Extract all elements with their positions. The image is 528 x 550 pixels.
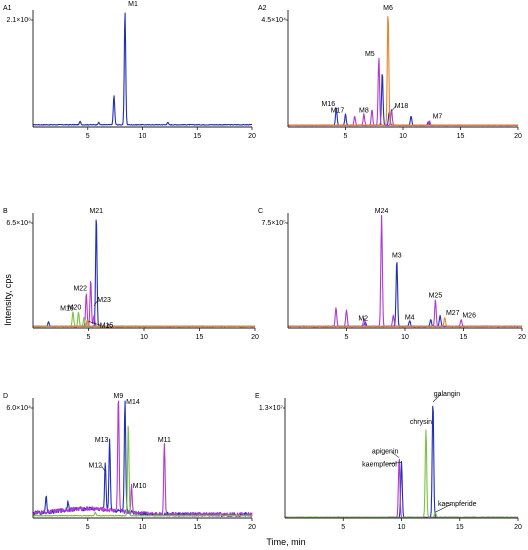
panel-label: E [255,393,260,400]
peak-label: M22 [73,286,87,293]
peak-label: M9 [114,393,124,400]
peak-label: M18 [395,103,409,110]
y-max-label: 6.5×10⁴ [6,220,31,227]
series-line-orange [287,15,519,127]
peak-label: M14 [126,399,140,406]
peak-label: M16 [321,101,335,108]
x-tick-label: 20 [514,524,522,531]
series-line-purple [287,57,519,127]
peak-label: M1 [128,1,138,8]
peak-label: M2 [358,316,368,323]
series-line-blue [32,400,253,518]
x-tick-label: 10 [139,524,147,531]
y-max-label: 4.5×10⁴ [261,17,286,24]
panel-label: C [258,208,263,215]
peak-label: M13 [95,437,109,444]
annotation-leader [391,105,396,112]
annotation-leader [101,465,106,472]
peak-label: M27 [446,310,460,317]
x-tick-label: 20 [518,334,526,341]
y-max-label: 7.5×10⁵ [261,220,286,227]
series-line-orange [32,319,256,328]
y-max-label: 2.1×10⁶ [7,17,32,24]
peak-label: M6 [383,5,393,12]
y-max-label: 1.3×10⁷ [259,405,284,412]
peak-label: M26 [462,312,476,319]
peak-label: M20 [68,305,82,312]
x-tick-label: 5 [87,334,91,341]
peak-label: M17 [331,108,345,115]
peak-label: M4 [405,314,415,321]
peak-label: apigenin [372,449,399,456]
peak-label: M3 [392,252,402,259]
x-tick-label: 10 [139,133,147,140]
x-tick-label: 10 [398,524,406,531]
panel-a1: 5 10 15 20 A1 2.1×10⁶ M1 [3,1,256,140]
annotation-leader [432,393,442,403]
x-tick-label: 15 [193,524,201,531]
y-max-label: 6.0×10⁴ [6,405,31,412]
panel-c: 5 10 15 20 C 7.5×10⁵ M24 M3 M2 M4 M25 M27 M26 [258,208,526,341]
panel-label: A1 [3,5,12,12]
peak-label: M25 [429,292,443,299]
y-axis-title: Intensity, cps [3,274,13,326]
peak-label: M12 [88,463,102,470]
series-line-green [32,311,256,328]
annotation-leader [88,321,101,326]
panel-e: 5 10 15 20 E 1.3×10⁷ galangin chrysin apigenin ka… [255,391,522,531]
x-tick-label: 10 [140,334,148,341]
series-line-purple [287,214,523,328]
series-line-blue [32,12,253,126]
peak-label: M24 [375,208,389,215]
peak-label: kaempferide [438,501,477,508]
x-tick-label: 15 [196,334,204,341]
peak-label: M11 [158,437,171,444]
x-axis-title: Time, min [266,537,305,547]
annotation-leader [435,503,452,513]
x-tick-label: 5 [86,524,90,531]
peak-label: M5 [365,51,375,58]
annotation-leader [390,451,400,458]
annotation-leader [385,462,402,465]
peak-label: M15 [100,322,114,329]
x-tick-label: 15 [460,334,468,341]
x-tick-label: 10 [401,334,409,341]
panel-label: D [3,393,8,400]
peak-label: chrysin [410,419,432,426]
x-tick-label: 15 [457,133,465,140]
x-tick-label: 20 [248,524,256,531]
x-tick-label: 20 [248,133,256,140]
series-line-purple [32,400,253,518]
peak-label: M21 [89,208,103,215]
series-line-blue [284,405,519,519]
panel-label: B [3,208,8,215]
peak-label: M10 [133,483,147,490]
series-line-orange [287,317,523,328]
x-tick-label: 5 [341,524,345,531]
series-line-green [32,425,253,517]
peak-label: M8 [359,108,369,115]
x-tick-label: 15 [456,524,464,531]
x-tick-label: 5 [344,133,348,140]
x-tick-label: 5 [345,334,349,341]
peak-label: M23 [97,297,111,304]
peak-label: galangin [434,391,461,398]
peak-label: M19 [60,306,74,313]
series-line-purple [32,281,256,328]
peak-label: kaempferol [362,461,397,468]
x-tick-label: 15 [193,133,201,140]
peak-label: M7 [433,113,443,120]
x-tick-label: 20 [251,334,259,341]
annotation-leader [93,299,99,306]
x-tick-label: 20 [514,133,522,140]
x-tick-label: 5 [86,133,90,140]
x-tick-label: 10 [399,133,407,140]
panel-label: A2 [258,5,267,12]
